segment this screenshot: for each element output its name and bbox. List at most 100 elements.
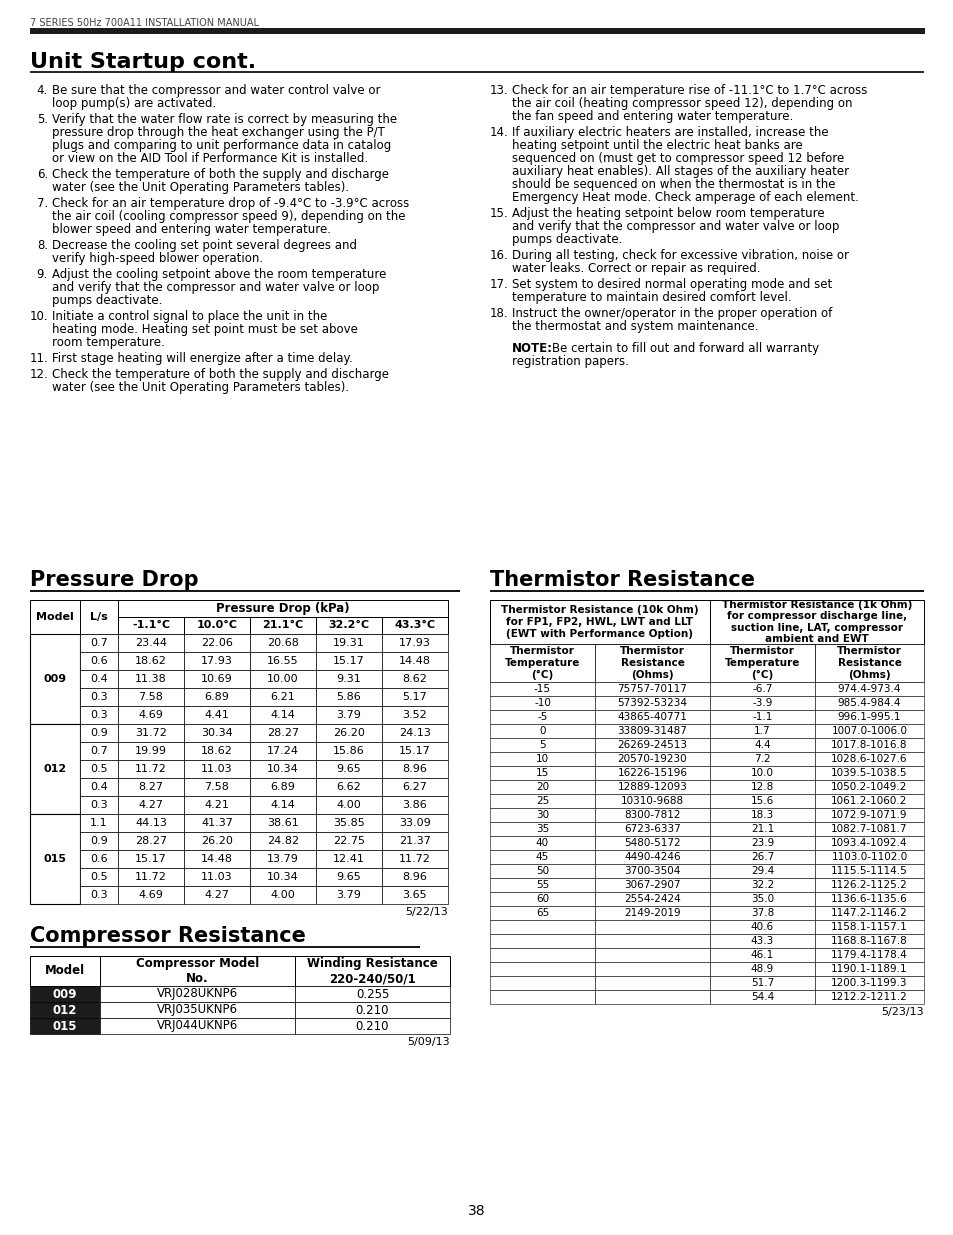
Text: pressure drop through the heat exchanger using the P/T: pressure drop through the heat exchanger… (52, 126, 384, 140)
Bar (595, 752, 709, 766)
Text: Check for an air temperature drop of -9.4°C to -3.9°C across: Check for an air temperature drop of -9.… (52, 198, 409, 210)
Bar (381, 634, 448, 652)
Text: 18.3: 18.3 (750, 810, 773, 820)
Text: 8.: 8. (37, 240, 48, 252)
Bar (250, 671, 315, 688)
Text: 0.3: 0.3 (91, 890, 108, 900)
Bar (595, 794, 709, 808)
Text: -5: -5 (537, 713, 547, 722)
Text: 8.96: 8.96 (402, 872, 427, 882)
Text: 5.17: 5.17 (402, 692, 427, 701)
Text: 9.: 9. (37, 268, 48, 282)
Bar (814, 878, 923, 892)
Text: the air coil (heating compressor speed 12), depending on: the air coil (heating compressor speed 1… (512, 98, 852, 110)
Text: 11.: 11. (30, 352, 48, 366)
Text: 37.8: 37.8 (750, 908, 773, 918)
Bar (315, 634, 381, 652)
Bar (118, 760, 184, 778)
Bar (100, 956, 294, 986)
Text: 0.7: 0.7 (90, 638, 108, 648)
Bar (490, 752, 595, 766)
Text: 30: 30 (536, 810, 549, 820)
Text: Winding Resistance
220-240/50/1: Winding Resistance 220-240/50/1 (307, 957, 437, 986)
Text: 0.5: 0.5 (91, 872, 108, 882)
Text: 12.41: 12.41 (333, 853, 365, 864)
Text: 54.4: 54.4 (750, 992, 773, 1002)
Bar (184, 868, 250, 885)
Text: Verify that the water flow rate is correct by measuring the: Verify that the water flow rate is corre… (52, 112, 396, 126)
Text: 19.31: 19.31 (333, 638, 364, 648)
Bar (595, 710, 709, 724)
Text: 1115.5-1114.5: 1115.5-1114.5 (830, 866, 907, 876)
Bar (80, 797, 118, 814)
Text: 3.86: 3.86 (402, 800, 427, 810)
Text: 6.27: 6.27 (402, 782, 427, 792)
Bar (381, 760, 448, 778)
Bar (490, 962, 595, 976)
Bar (118, 706, 184, 724)
Bar (595, 823, 709, 836)
Text: 25: 25 (536, 797, 549, 806)
Bar (709, 808, 814, 823)
Bar (118, 724, 184, 742)
Bar (184, 652, 250, 671)
Bar (381, 724, 448, 742)
Text: 44.13: 44.13 (135, 818, 167, 827)
Bar (315, 832, 381, 850)
Text: 1072.9-1071.9: 1072.9-1071.9 (830, 810, 907, 820)
Text: 0.4: 0.4 (90, 674, 108, 684)
Bar (118, 742, 184, 760)
Bar (118, 634, 184, 652)
Bar (184, 634, 250, 652)
Text: or view on the AID Tool if Performance Kit is installed.: or view on the AID Tool if Performance K… (52, 152, 368, 165)
Text: 8300-7812: 8300-7812 (623, 810, 680, 820)
Bar (709, 766, 814, 781)
Bar (80, 778, 118, 797)
Text: should be sequenced on when the thermostat is in the: should be sequenced on when the thermost… (512, 178, 835, 191)
Bar (490, 808, 595, 823)
Text: water (see the Unit Operating Parameters tables).: water (see the Unit Operating Parameters… (52, 182, 349, 194)
Bar (80, 671, 118, 688)
Bar (80, 600, 118, 634)
Bar (118, 688, 184, 706)
Text: 7 SERIES 50Hz 700A11 INSTALLATION MANUAL: 7 SERIES 50Hz 700A11 INSTALLATION MANUAL (30, 19, 258, 28)
Bar (490, 892, 595, 906)
Bar (490, 724, 595, 739)
Bar (814, 781, 923, 794)
Text: Set system to desired normal operating mode and set: Set system to desired normal operating m… (512, 278, 831, 291)
Text: room temperature.: room temperature. (52, 336, 165, 350)
Text: 48.9: 48.9 (750, 965, 773, 974)
Text: -6.7: -6.7 (752, 684, 772, 694)
Text: Thermistor
Temperature
(°C): Thermistor Temperature (°C) (724, 646, 800, 679)
Text: and verify that the compressor and water valve or loop: and verify that the compressor and water… (52, 282, 379, 294)
Text: 4.14: 4.14 (271, 710, 295, 720)
Text: 015: 015 (52, 1020, 77, 1032)
Bar (30, 814, 80, 904)
Text: 43.3°C: 43.3°C (394, 620, 436, 631)
Text: and verify that the compressor and water valve or loop: and verify that the compressor and water… (512, 220, 839, 233)
Bar (381, 832, 448, 850)
Text: 23.44: 23.44 (135, 638, 167, 648)
Text: 4.27: 4.27 (138, 800, 163, 810)
Text: 32.2°C: 32.2°C (328, 620, 369, 631)
Text: 10.: 10. (30, 310, 48, 324)
Text: 11.72: 11.72 (398, 853, 431, 864)
Bar (80, 652, 118, 671)
Text: 15: 15 (536, 768, 549, 778)
Text: 0.9: 0.9 (90, 836, 108, 846)
Bar (381, 885, 448, 904)
Bar (490, 948, 595, 962)
Text: 4.4: 4.4 (754, 740, 770, 750)
Text: -10: -10 (534, 698, 551, 708)
Bar (709, 823, 814, 836)
Text: 9.65: 9.65 (336, 872, 361, 882)
Bar (315, 742, 381, 760)
Bar (709, 878, 814, 892)
Bar (100, 1018, 294, 1034)
Bar (490, 794, 595, 808)
Bar (30, 634, 80, 724)
Text: 009: 009 (44, 674, 67, 684)
Text: 43865-40771: 43865-40771 (617, 713, 687, 722)
Bar (709, 850, 814, 864)
Text: 3.52: 3.52 (402, 710, 427, 720)
